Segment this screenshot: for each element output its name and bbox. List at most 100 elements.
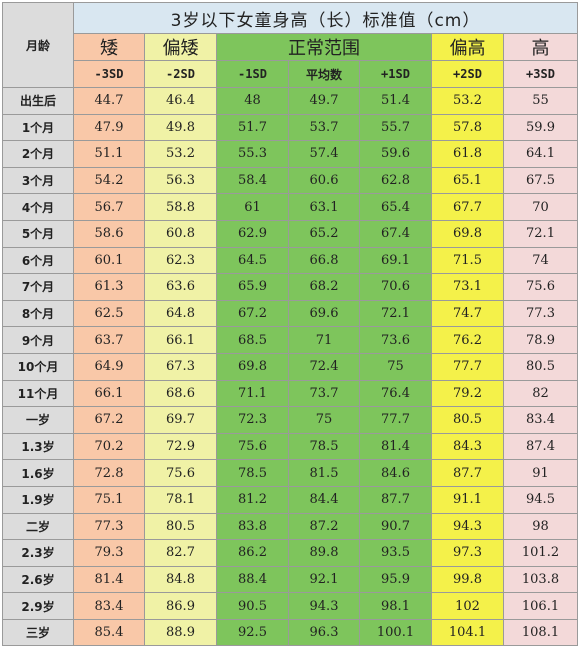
height-value-cell: 104.1: [431, 618, 504, 647]
height-value-cell: 84.8: [144, 565, 217, 594]
row-age-label: 三岁: [2, 618, 74, 647]
table-row: 2.3岁 79.3 82.7 86.2 89.8 93.5 97.3 101.2: [2, 539, 578, 567]
height-value-cell: 67.2: [216, 299, 289, 328]
height-value-cell: 93.5: [359, 539, 432, 567]
row-age-label: 3个月: [2, 166, 74, 195]
height-value-cell: 79.3: [73, 539, 145, 567]
table-row: 1.6岁 72.8 75.6 78.5 81.5 84.6 87.7 91: [2, 459, 578, 487]
height-value-cell: 67.3: [144, 352, 217, 381]
row-age-label: 2.3岁: [2, 539, 74, 567]
height-value-cell: 66.8: [288, 246, 360, 275]
table-row: 2.6岁 81.4 84.8 88.4 92.1 95.9 99.8 103.8: [2, 565, 578, 594]
height-value-cell: 86.9: [144, 592, 217, 620]
table-row: 9个月 63.7 66.1 68.5 71 73.6 76.2 78.9: [2, 326, 578, 354]
height-value-cell: 67.5: [503, 166, 578, 195]
height-value-cell: 81.5: [288, 459, 360, 487]
height-value-cell: 87.7: [431, 459, 504, 487]
height-value-cell: 48: [216, 87, 289, 115]
height-value-cell: 71.1: [216, 379, 289, 408]
height-value-cell: 77.7: [431, 352, 504, 381]
height-value-cell: 74: [503, 246, 578, 275]
height-value-cell: 57.4: [288, 140, 360, 168]
height-value-cell: 77.3: [503, 299, 578, 328]
height-value-cell: 59.6: [359, 140, 432, 168]
height-value-cell: 94.3: [431, 512, 504, 541]
height-value-cell: 108.1: [503, 618, 578, 647]
row-age-label: 2.9岁: [2, 592, 74, 620]
height-value-cell: 83.4: [73, 592, 145, 620]
height-value-cell: 80.5: [144, 512, 217, 541]
category-slightly-tall: 偏高: [431, 33, 504, 61]
height-value-cell: 98.1: [359, 592, 432, 620]
height-value-cell: 51.4: [359, 87, 432, 115]
height-value-cell: 64.9: [73, 352, 145, 381]
table-row: 4个月 56.7 58.8 61 63.1 65.4 67.7 70: [2, 193, 578, 221]
height-value-cell: 79.2: [431, 379, 504, 408]
height-standard-table: 月龄 3岁以下女童身高（长）标准值（cm） 矮 偏矮 正常范围 偏高 高 -3S…: [2, 2, 578, 647]
height-value-cell: 68.5: [216, 326, 289, 354]
table-row: 5个月 58.6 60.8 62.9 65.2 67.4 69.8 72.1: [2, 219, 578, 248]
height-value-cell: 70.2: [73, 432, 145, 461]
table-row: 10个月 64.9 67.3 69.8 72.4 75 77.7 80.5: [2, 352, 578, 381]
row-age-label: 2.6岁: [2, 565, 74, 594]
category-short: 矮: [73, 33, 145, 61]
height-value-cell: 65.2: [288, 219, 360, 248]
table-row: 3个月 54.2 56.3 58.4 60.6 62.8 65.1 67.5: [2, 166, 578, 195]
height-value-cell: 67.4: [359, 219, 432, 248]
height-value-cell: 84.3: [431, 432, 504, 461]
height-value-cell: 76.4: [359, 379, 432, 408]
row-age-label: 一岁: [2, 406, 74, 434]
sd-header-plus2: +2SD: [431, 60, 504, 88]
height-value-cell: 72.1: [503, 219, 578, 248]
height-value-cell: 49.7: [288, 87, 360, 115]
table-row: 出生后 44.7 46.4 48 49.7 51.4 53.2 55: [2, 87, 578, 115]
height-value-cell: 67.2: [73, 406, 145, 434]
height-value-cell: 66.1: [73, 379, 145, 408]
table-row: 三岁 85.4 88.9 92.5 96.3 100.1 104.1 108.1: [2, 618, 578, 647]
height-value-cell: 98: [503, 512, 578, 541]
row-age-label: 1.3岁: [2, 432, 74, 461]
height-value-cell: 81.4: [73, 565, 145, 594]
height-value-cell: 81.2: [216, 485, 289, 514]
height-value-cell: 57.8: [431, 113, 504, 142]
height-value-cell: 53.7: [288, 113, 360, 142]
height-value-cell: 53.2: [431, 87, 504, 115]
height-value-cell: 106.1: [503, 592, 578, 620]
height-value-cell: 80.5: [503, 352, 578, 381]
height-value-cell: 56.3: [144, 166, 217, 195]
height-value-cell: 58.8: [144, 193, 217, 221]
height-value-cell: 58.4: [216, 166, 289, 195]
height-value-cell: 83.4: [503, 406, 578, 434]
height-value-cell: 95.9: [359, 565, 432, 594]
height-value-cell: 94.3: [288, 592, 360, 620]
category-slightly-short: 偏矮: [144, 33, 217, 61]
category-normal-range: 正常范围: [216, 33, 432, 61]
row-age-label: 11个月: [2, 379, 74, 408]
row-age-label: 7个月: [2, 273, 74, 301]
table-row: 8个月 62.5 64.8 67.2 69.6 72.1 74.7 77.3: [2, 299, 578, 328]
table-row: 2.9岁 83.4 86.9 90.5 94.3 98.1 102 106.1: [2, 592, 578, 620]
row-age-label: 6个月: [2, 246, 74, 275]
height-value-cell: 71: [288, 326, 360, 354]
height-value-cell: 63.7: [73, 326, 145, 354]
sd-header-plus1: +1SD: [359, 60, 432, 88]
table-row: 7个月 61.3 63.6 65.9 68.2 70.6 73.1 75.6: [2, 273, 578, 301]
month-age-header: 月龄: [2, 2, 74, 88]
height-value-cell: 46.4: [144, 87, 217, 115]
row-age-label: 出生后: [2, 87, 74, 115]
height-value-cell: 72.8: [73, 459, 145, 487]
height-value-cell: 94.5: [503, 485, 578, 514]
height-value-cell: 75: [288, 406, 360, 434]
row-age-label: 1.9岁: [2, 485, 74, 514]
height-value-cell: 73.7: [288, 379, 360, 408]
height-value-cell: 90.7: [359, 512, 432, 541]
sd-header-mean: 平均数: [288, 60, 360, 88]
height-value-cell: 55.7: [359, 113, 432, 142]
height-value-cell: 64.5: [216, 246, 289, 275]
height-value-cell: 78.5: [216, 459, 289, 487]
height-value-cell: 75: [359, 352, 432, 381]
height-value-cell: 73.1: [431, 273, 504, 301]
height-value-cell: 84.4: [288, 485, 360, 514]
table-row: 二岁 77.3 80.5 83.8 87.2 90.7 94.3 98: [2, 512, 578, 541]
height-value-cell: 67.7: [431, 193, 504, 221]
